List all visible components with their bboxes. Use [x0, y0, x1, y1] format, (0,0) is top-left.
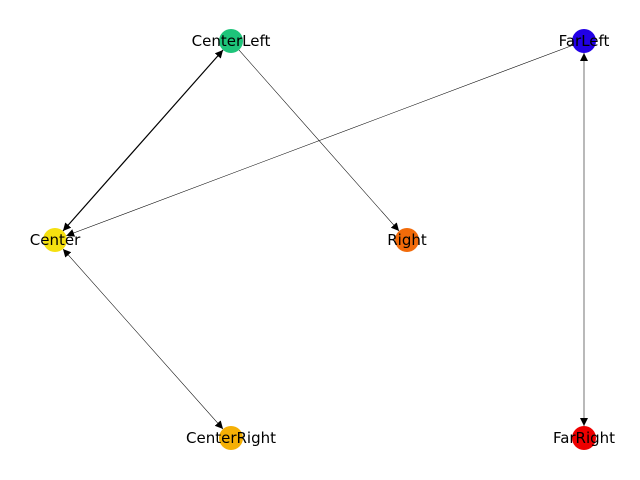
node-centerleft-circle [219, 29, 243, 53]
node-centerright-label: CenterRight [186, 429, 276, 447]
edge-farleft-center [66, 44, 573, 237]
node-farright: FarRight [553, 426, 615, 450]
node-right-label: Right [387, 231, 427, 249]
node-right-circle [395, 228, 419, 252]
node-farright-circle [572, 426, 596, 450]
node-centerright: CenterRight [186, 426, 276, 450]
node-center: Center [30, 228, 81, 252]
node-farleft-circle [572, 29, 596, 53]
node-farleft-label: FarLeft [559, 32, 610, 50]
node-farright-label: FarRight [553, 429, 615, 447]
node-right: Right [387, 228, 427, 252]
node-farleft: FarLeft [559, 29, 610, 53]
edge-centerleft-center [62, 49, 224, 232]
node-center-circle [43, 228, 67, 252]
edge-center-centerright [62, 248, 224, 430]
node-centerleft-label: CenterLeft [192, 32, 271, 50]
node-centerleft: CenterLeft [192, 29, 271, 53]
node-centerright-circle [219, 426, 243, 450]
edges-layer [62, 44, 588, 430]
node-center-label: Center [30, 231, 81, 249]
